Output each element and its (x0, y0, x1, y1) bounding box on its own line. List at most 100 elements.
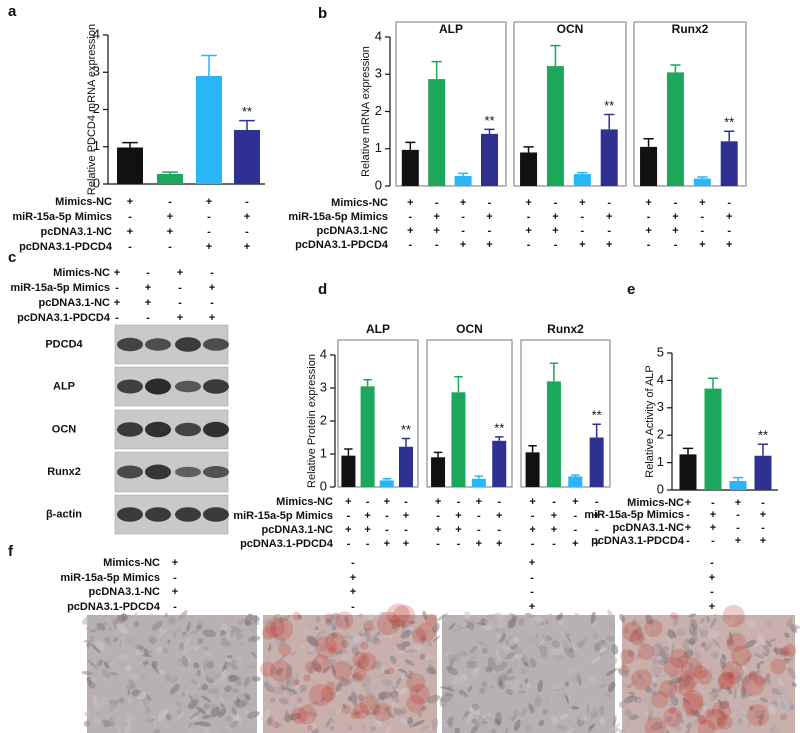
cell (713, 681, 722, 690)
cell (696, 663, 703, 669)
cell (542, 634, 551, 642)
cell (444, 692, 454, 697)
cell (538, 691, 544, 700)
stain (697, 719, 716, 733)
cell (656, 657, 663, 661)
cell (372, 638, 381, 645)
y-tick-label: 5 (657, 344, 664, 359)
treatment-sign: + (529, 496, 535, 508)
treatment-sign: - (128, 241, 132, 253)
cell (207, 688, 220, 694)
bar (679, 454, 697, 490)
cell (628, 714, 639, 721)
cell (672, 614, 680, 628)
cell (454, 677, 464, 686)
cell (668, 670, 678, 679)
treatment-sign: + (710, 509, 716, 521)
cell (420, 706, 427, 712)
cell (391, 695, 400, 703)
cell (108, 699, 119, 711)
cell (404, 659, 415, 667)
cell (328, 658, 337, 665)
treatment-sign: - (497, 524, 501, 536)
blot-label: ALP (53, 380, 75, 392)
cell (270, 697, 276, 704)
cell (514, 719, 521, 732)
cell (355, 674, 365, 682)
cell (755, 708, 763, 717)
subpanel-box (520, 339, 611, 488)
treatment-sign: + (486, 239, 492, 251)
blot-band (117, 379, 143, 394)
bar (234, 129, 260, 184)
treatment-sign: - (210, 297, 214, 309)
significance-label: ** (592, 408, 602, 423)
y-tick-label: 0 (93, 175, 100, 190)
treatment-sign: + (345, 496, 351, 508)
cell (261, 709, 271, 722)
cell (618, 701, 626, 709)
cell (388, 712, 395, 719)
cell (529, 620, 535, 625)
cell (707, 630, 720, 639)
cell (537, 679, 543, 693)
cell (331, 663, 336, 676)
y-tick-label: 1 (657, 454, 664, 469)
cell (417, 711, 422, 717)
treatment-sign: - (711, 535, 715, 547)
bar (481, 133, 498, 186)
y-tick-label: 0 (320, 478, 327, 493)
cell (151, 620, 163, 631)
cell (678, 684, 683, 692)
treatment-sign: + (206, 241, 212, 253)
cell (371, 661, 382, 670)
stain (264, 617, 285, 638)
cell (213, 655, 218, 660)
treatment-sign: - (366, 538, 370, 550)
stain (297, 704, 317, 725)
cell (314, 626, 319, 631)
cell (222, 661, 227, 673)
cell (513, 654, 525, 658)
y-axis-label: Relative PDCD4 mRNA expression (86, 24, 98, 195)
treatment-sign: + (435, 524, 441, 536)
cell (505, 651, 516, 660)
stain (637, 643, 655, 661)
cell (280, 636, 284, 641)
bar (720, 141, 738, 186)
cell (274, 632, 279, 638)
cell (265, 663, 274, 674)
treatment-sign: + (206, 196, 212, 208)
cell (448, 622, 456, 631)
treatment-name: pcDNA3.1-PDCD4 (67, 601, 161, 613)
blot-band (145, 507, 171, 522)
cell (666, 636, 672, 645)
cell (250, 651, 258, 658)
stain (651, 690, 669, 709)
cell (294, 684, 301, 693)
cell (509, 659, 519, 669)
cell (719, 676, 724, 683)
y-tick-label: 2 (320, 412, 327, 427)
cell (411, 629, 417, 635)
error-bar (697, 176, 708, 179)
treatment-sign: - (366, 496, 370, 508)
cell (624, 709, 632, 717)
cell (499, 648, 506, 662)
cell (786, 618, 793, 626)
cell (149, 613, 160, 622)
cell (447, 716, 454, 726)
treatment-name: pcDNA3.1-PDCD4 (295, 239, 389, 251)
cell (327, 708, 335, 716)
error-bar (592, 423, 601, 438)
treatment-sign: - (580, 211, 584, 223)
cell (400, 717, 408, 725)
cell (592, 678, 600, 684)
stain (292, 679, 300, 686)
cell (721, 683, 724, 688)
treatment-sign: + (384, 538, 390, 550)
cell (288, 681, 294, 687)
cell (753, 652, 764, 659)
cell (250, 623, 257, 633)
cell (419, 653, 426, 660)
